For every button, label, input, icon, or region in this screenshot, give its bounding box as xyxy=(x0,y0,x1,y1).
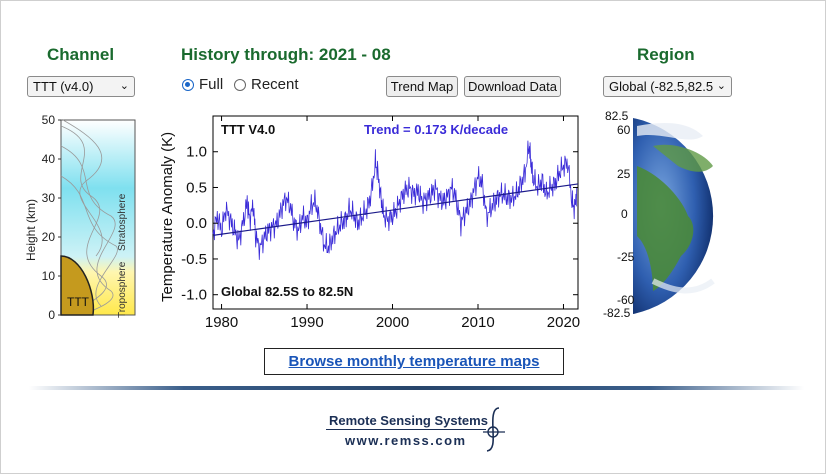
ttt-weighting-function xyxy=(60,255,95,316)
trend-text: Trend = 0.173 K/decade xyxy=(364,122,508,137)
latitude-label: -60 xyxy=(617,293,635,307)
stratosphere-label: Stratosphere xyxy=(117,193,128,251)
browse-maps-link[interactable]: Browse monthly temperature maps xyxy=(264,348,564,375)
y-tick-label: 1.0 xyxy=(186,144,207,161)
ttt-label: TTT xyxy=(67,295,90,309)
height-tick-label: 30 xyxy=(42,191,56,205)
radio-full-label[interactable]: Full xyxy=(199,76,224,93)
anomaly-chart: -1.0 -0.5 0.0 0.5 1.0 1980 1990 2000 2010 2020 Te… xyxy=(159,115,580,331)
y-tick-label: -1.0 xyxy=(181,287,207,304)
globe-land-north xyxy=(653,144,713,172)
x-tick-label: 1990 xyxy=(290,314,323,331)
latitude-label: -25 xyxy=(617,250,635,264)
plot-area xyxy=(212,115,579,310)
height-tick-label: 20 xyxy=(42,230,56,244)
footer-stripe xyxy=(29,386,804,390)
latitude-label: 0 xyxy=(621,207,628,221)
region-select[interactable]: Global (-82.5,82.5 ⌄ xyxy=(603,76,732,97)
radio-full[interactable] xyxy=(182,79,194,91)
latitude-label: 60 xyxy=(617,123,631,137)
chart-title: TTT V4.0 xyxy=(221,122,275,137)
rss-logo-icon xyxy=(483,407,505,452)
globe-land xyxy=(637,166,694,291)
latitude-label: 82.5 xyxy=(605,109,629,123)
x-tick-label: 2020 xyxy=(547,314,580,331)
chevron-down-icon: ⌄ xyxy=(119,80,129,92)
region-globe: 82.560 25 0 -25 -60-82.5 xyxy=(603,109,715,320)
x-tick-label: 1980 xyxy=(205,314,238,331)
channel-select-value: TTT (v4.0) xyxy=(33,79,94,94)
channel-select[interactable]: TTT (v4.0) ⌄ xyxy=(27,76,135,97)
region-text: Global 82.5S to 82.5N xyxy=(221,284,353,299)
rss-logo-text: Remote Sensing Systems xyxy=(329,413,488,428)
download-data-button[interactable]: Download Data xyxy=(464,76,561,97)
region-select-value: Global (-82.5,82.5 xyxy=(609,79,714,94)
y-tick-label: -0.5 xyxy=(181,251,207,268)
latitude-label: -82.5 xyxy=(603,306,631,320)
height-tick-label: 40 xyxy=(42,152,56,166)
x-tick-label: 2000 xyxy=(376,314,409,331)
globe-cloud xyxy=(637,123,703,140)
y-tick-label: 0.0 xyxy=(186,215,207,232)
rss-url: www.remss.com xyxy=(345,433,467,448)
latitude-label: 25 xyxy=(617,167,631,181)
x-tick-label: 2010 xyxy=(461,314,494,331)
height-axis-label: Height (km) xyxy=(24,199,38,261)
history-heading: History through: 2021 - 08 xyxy=(181,45,391,64)
troposphere-label: Troposphere xyxy=(117,261,128,318)
y-tick-label: 0.5 xyxy=(186,179,207,196)
globe-cloud-south xyxy=(651,278,715,294)
y-axis-label: Temperature Anomaly (K) xyxy=(159,132,176,302)
region-heading: Region xyxy=(637,45,695,64)
channel-weighting-diagram: 50 40 30 20 10 0 Height (km) Stratosphere Tro… xyxy=(24,113,136,322)
height-tick-label: 0 xyxy=(48,308,55,322)
weighting-curves xyxy=(60,119,118,316)
trend-line xyxy=(212,183,579,236)
radio-recent[interactable] xyxy=(234,79,246,91)
chevron-down-icon: ⌄ xyxy=(716,80,726,92)
height-tick-label: 50 xyxy=(42,113,56,127)
channel-heading: Channel xyxy=(47,45,115,64)
radio-recent-label[interactable]: Recent xyxy=(251,76,299,93)
rss-logo-line xyxy=(326,429,486,430)
trend-map-button[interactable]: Trend Map xyxy=(386,76,458,97)
height-tick-label: 10 xyxy=(42,269,56,283)
